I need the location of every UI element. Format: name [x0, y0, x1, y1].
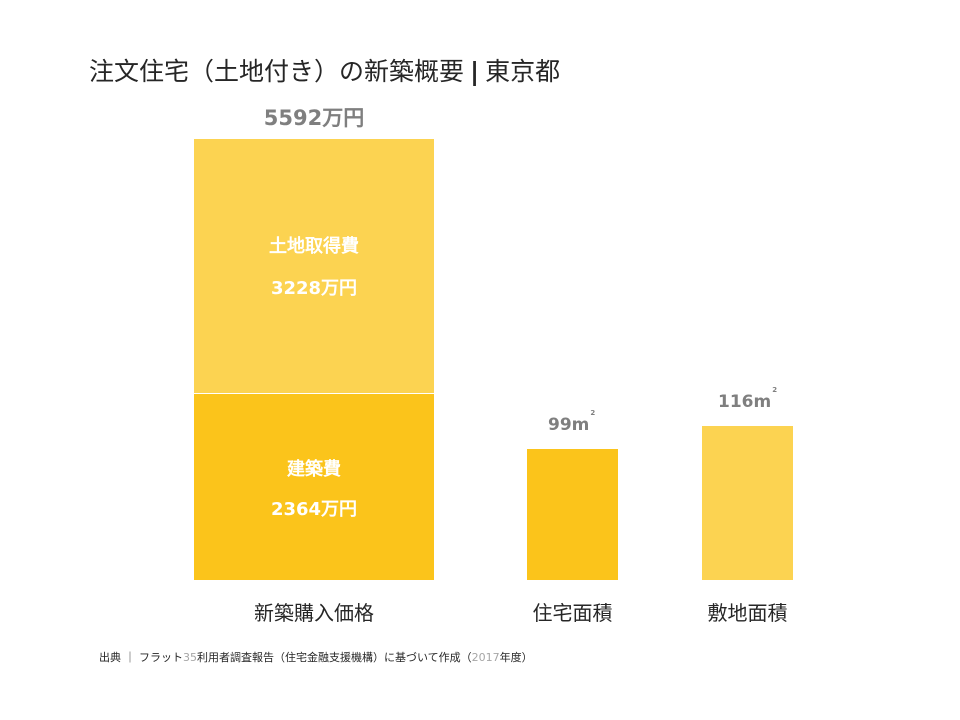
title-separator: |	[470, 57, 480, 86]
chart-title: 注文住宅（土地付き）の新築概要 | 東京都	[89, 52, 560, 88]
land-cost-value-label: 3228万円	[270, 278, 358, 299]
category-label-purchase-price: 新築購入価格	[254, 601, 374, 625]
construction-cost-value-label: 2364万円	[270, 498, 358, 520]
price-total-label: 5592万円	[263, 106, 365, 130]
bar-floor-area	[527, 448, 618, 580]
chart-title-region: 東京都	[485, 57, 561, 86]
site-area-value-label: 116m2	[718, 386, 778, 412]
floor-area-value-label: 99m2	[548, 408, 596, 435]
chart-title-main: 注文住宅（土地付き）の新築概要	[89, 57, 465, 86]
construction-cost-name-label: 建築費	[287, 458, 341, 480]
land-cost-name-label: 土地取得費	[269, 236, 359, 257]
bar-segment-construction-cost: 建築費 2364万円	[194, 393, 434, 580]
bar-segment-land-cost: 土地取得費 3228万円	[194, 139, 434, 393]
category-label-site-area: 敷地面積	[707, 601, 788, 625]
category-label-floor-area: 住宅面積	[532, 601, 613, 625]
source-note: 出典 ｜ フラット35利用者調査報告（住宅金融支援機構）に基づいて作成（2017…	[99, 651, 533, 664]
bar-site-area	[702, 426, 793, 580]
